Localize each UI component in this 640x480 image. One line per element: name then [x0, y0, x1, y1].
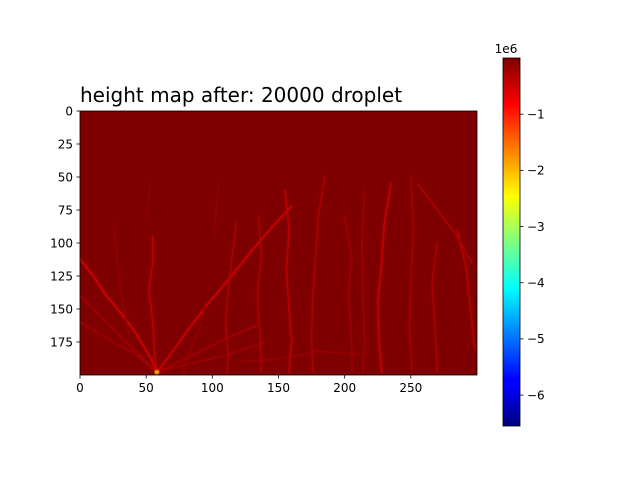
- x-tick-label: 150: [267, 381, 290, 395]
- channel-12: [284, 189, 293, 374]
- colorbar-gradient: [503, 58, 520, 426]
- x-tick-label: 250: [399, 381, 422, 395]
- colorbar-scale-label: 1e6: [495, 42, 518, 56]
- colorbar-tick-label: −4: [527, 276, 545, 290]
- chart-title: height map after: 20000 droplet: [80, 83, 402, 107]
- erosion-channels: [80, 176, 476, 375]
- channel-22: [238, 350, 366, 363]
- colorbar-tick-label: −6: [527, 388, 545, 402]
- y-tick-label: 75: [58, 203, 73, 217]
- colorbar-ticks: −1 −2 −3 −4 −5 −6: [520, 107, 545, 402]
- colorbar-tick-label: −5: [527, 332, 545, 346]
- colorbar-tick-label: −3: [527, 220, 545, 234]
- channel-3: [112, 222, 130, 337]
- channel-7: [156, 341, 266, 374]
- channel-9: [213, 182, 220, 238]
- channel-14: [361, 189, 366, 374]
- heatmap-background: [80, 111, 477, 375]
- channel-5: [155, 205, 293, 374]
- channel-11: [256, 215, 263, 374]
- y-tick-label: 25: [58, 137, 73, 151]
- colorbar-frame: [502, 57, 521, 427]
- channel-8: [145, 182, 151, 220]
- channel-2: [80, 321, 158, 374]
- channel-10: [224, 222, 237, 374]
- x-tick-label: 0: [76, 381, 84, 395]
- x-axis: 0 50 100 150 200 250: [76, 375, 422, 395]
- y-tick-label: 100: [50, 236, 73, 250]
- colorbar-tick-label: −2: [527, 164, 545, 178]
- y-tick-label: 175: [50, 335, 73, 349]
- channel-6: [156, 324, 260, 374]
- y-tick-label: 125: [50, 269, 73, 283]
- x-tick-label: 200: [333, 381, 356, 395]
- channel-19: [456, 228, 476, 350]
- y-tick-label: 50: [58, 170, 73, 184]
- channel-1: [80, 295, 158, 374]
- y-tick-label: 150: [50, 302, 73, 316]
- channel-4: [147, 235, 158, 374]
- channel-16: [408, 176, 415, 374]
- x-tick-label: 50: [139, 381, 154, 395]
- colorbar-tick-label: −1: [527, 107, 545, 121]
- channel-21: [344, 215, 354, 374]
- channel-18: [416, 182, 473, 264]
- y-axis: 0 25 50 75 100 125 150 175: [50, 104, 80, 349]
- channel-20: [182, 301, 207, 375]
- channel-peak: [154, 370, 159, 375]
- channel-13: [310, 176, 326, 374]
- x-tick-label: 100: [201, 381, 224, 395]
- y-tick-label: 0: [65, 104, 73, 118]
- heatmap-plot: [79, 110, 478, 376]
- channel-17: [431, 242, 439, 374]
- channel-15: [376, 182, 392, 374]
- colorbar: −1 −2 −3 −4 −5 −6 1e6: [495, 42, 545, 427]
